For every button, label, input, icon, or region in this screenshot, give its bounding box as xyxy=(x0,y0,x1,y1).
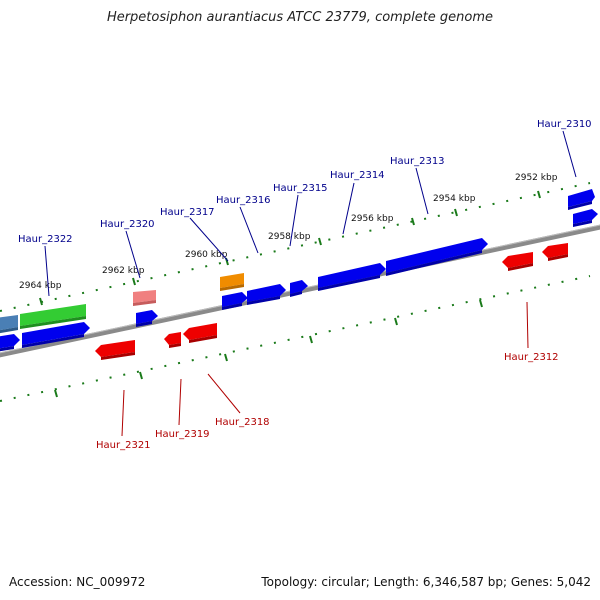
gene-block xyxy=(183,323,217,340)
gene-block xyxy=(20,304,86,326)
gene-block xyxy=(542,243,568,258)
scale-label: 2962 kbp xyxy=(102,266,145,276)
scale-label: 2956 kbp xyxy=(351,214,394,224)
scale-label: 2958 kbp xyxy=(268,232,311,242)
gene-label: Haur_2316 xyxy=(216,195,271,206)
scale-label: 2954 kbp xyxy=(433,194,476,204)
gene-label: Haur_2310 xyxy=(537,119,592,130)
gene-block xyxy=(290,280,308,294)
reverse-leaders xyxy=(121,301,529,437)
gene-label: Haur_2315 xyxy=(273,183,328,194)
scale-label: 2964 kbp xyxy=(19,281,62,291)
gene-label: Haur_2312 xyxy=(504,352,559,363)
inner-major-ticks xyxy=(54,299,483,398)
gene-block xyxy=(222,292,248,307)
gene-block xyxy=(502,252,533,268)
gene-label: Haur_2317 xyxy=(160,207,215,218)
gene-block xyxy=(568,189,595,207)
gene-label: Haur_2321 xyxy=(96,440,151,451)
gene-label: Haur_2314 xyxy=(330,170,385,181)
gene-block xyxy=(0,334,20,349)
map-title: Herpetosiphon aurantiacus ATCC 23779, co… xyxy=(106,10,494,25)
gene-block xyxy=(220,273,244,288)
gene-block xyxy=(136,310,158,324)
scale-label: 2952 kbp xyxy=(515,173,558,183)
forward-leaders xyxy=(44,130,577,297)
gene-label: Haur_2322 xyxy=(18,234,73,245)
gene-block xyxy=(164,332,181,345)
reverse-genes xyxy=(95,243,568,360)
forward-genes xyxy=(0,189,598,352)
gene-block xyxy=(22,322,90,345)
accession-text: Accession: NC_009972 xyxy=(9,575,146,589)
scale-label: 2960 kbp xyxy=(185,250,228,260)
forward-gene-labels: Haur_2322 Haur_2320 Haur_2317 Haur_2316 … xyxy=(18,119,592,245)
gene-block xyxy=(573,209,598,224)
scale-labels: 2964 kbp 2962 kbp 2960 kbp 2958 kbp 2956… xyxy=(19,173,558,291)
gene-block xyxy=(318,263,386,288)
gene-label: Haur_2313 xyxy=(390,156,445,167)
gene-label: Haur_2320 xyxy=(100,219,155,230)
gene-block xyxy=(386,238,488,273)
genome-summary-text: Topology: circular; Length: 6,346,587 bp… xyxy=(261,575,591,589)
outer-major-ticks xyxy=(39,190,541,306)
gene-block xyxy=(133,290,156,303)
gene-block xyxy=(0,315,18,331)
gene-block xyxy=(247,284,286,302)
gene-block xyxy=(95,340,135,357)
reverse-gene-labels: Haur_2321 Haur_2319 Haur_2318 Haur_2312 xyxy=(96,352,559,451)
gene-label: Haur_2319 xyxy=(155,429,210,440)
gene-label: Haur_2318 xyxy=(215,417,270,428)
